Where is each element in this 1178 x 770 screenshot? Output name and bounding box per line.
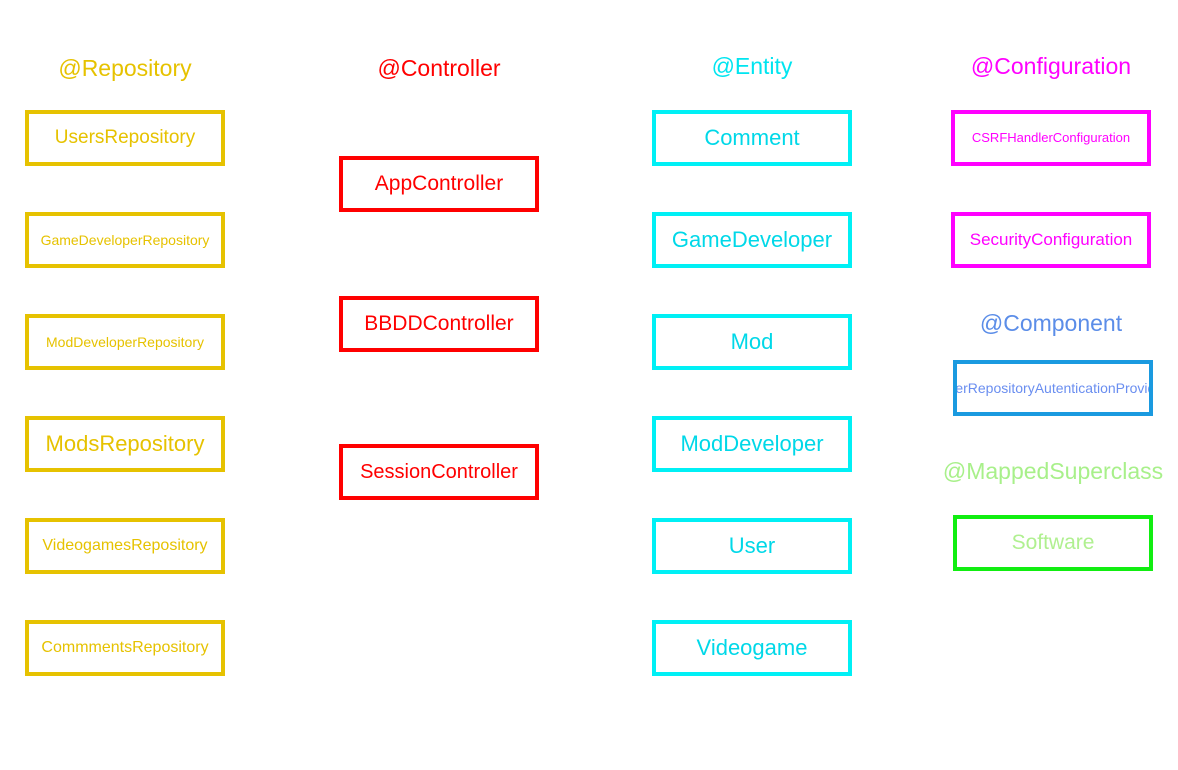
users-repository-box[interactable]: UsersRepository	[25, 110, 225, 166]
videogame-entity-box[interactable]: Videogame	[652, 620, 852, 676]
user-repository-authentication-provider-box[interactable]: UserRepositoryAutenticationProvider	[953, 360, 1153, 416]
csrf-handler-configuration-box[interactable]: CSRFHandlerConfiguration	[951, 110, 1151, 166]
bbdd-controller-box[interactable]: BBDDController	[339, 296, 539, 352]
comment-entity-box[interactable]: Comment	[652, 110, 852, 166]
app-controller-box[interactable]: AppController	[339, 156, 539, 212]
repository-heading: @Repository	[58, 55, 192, 81]
game-developer-entity-box[interactable]: GameDeveloper	[652, 212, 852, 268]
game-developer-repository-box[interactable]: GameDeveloperRepository	[25, 212, 225, 268]
software-box[interactable]: Software	[953, 515, 1153, 571]
controller-heading: @Controller	[377, 55, 501, 81]
mod-developer-entity-box[interactable]: ModDeveloper	[652, 416, 852, 472]
mods-repository-box[interactable]: ModsRepository	[25, 416, 225, 472]
session-controller-box[interactable]: SessionController	[339, 444, 539, 500]
mapped-superclass-heading: @MappedSuperclass	[942, 458, 1164, 484]
user-entity-box[interactable]: User	[652, 518, 852, 574]
security-configuration-box[interactable]: SecurityConfiguration	[951, 212, 1151, 268]
mod-developer-repository-box[interactable]: ModDeveloperRepository	[25, 314, 225, 370]
entity-heading: @Entity	[711, 53, 793, 79]
component-heading: @Component	[979, 310, 1123, 336]
mod-entity-box[interactable]: Mod	[652, 314, 852, 370]
comments-repository-box[interactable]: CommmentsRepository	[25, 620, 225, 676]
configuration-heading: @Configuration	[970, 53, 1132, 79]
videogames-repository-box[interactable]: VideogamesRepository	[25, 518, 225, 574]
